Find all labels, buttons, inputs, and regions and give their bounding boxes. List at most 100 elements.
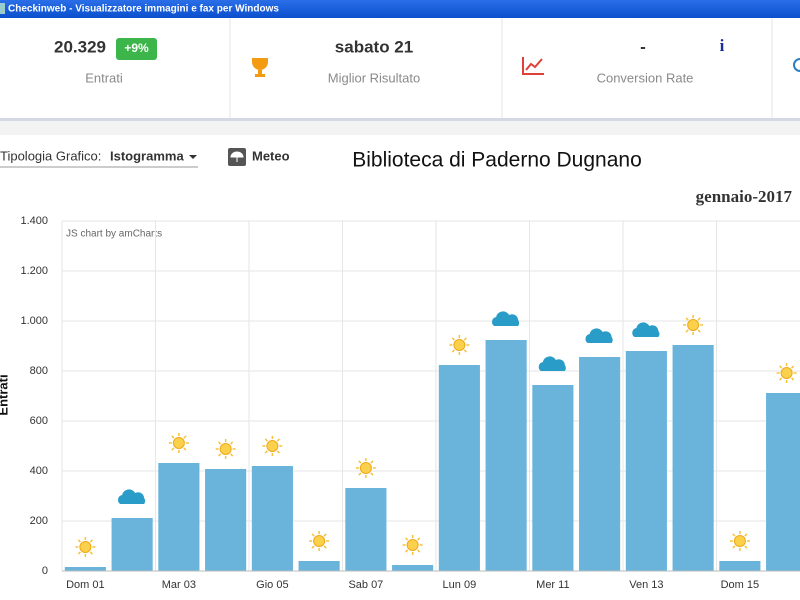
sun-core: [359, 462, 372, 474]
sun-ray: [276, 438, 280, 442]
bar: [298, 561, 340, 571]
toolbar-label: Tipologia Grafico:: [0, 148, 101, 163]
stat-value: 20.329: [54, 37, 106, 56]
bar: [672, 345, 714, 571]
sun-ray: [218, 453, 222, 457]
chart-subtitle: gennaio-2017: [696, 187, 793, 206]
sun-ray: [183, 447, 187, 451]
sun-ray: [77, 539, 81, 543]
sun-icon: [402, 535, 423, 555]
sun-ray: [171, 435, 175, 439]
stats-panel: [0, 18, 800, 118]
y-tick-label: 600: [30, 415, 48, 427]
x-tick-label: Lun 09: [443, 579, 477, 591]
bar: [485, 340, 527, 571]
sun-ray: [89, 551, 93, 555]
sun-ray: [451, 337, 455, 341]
bar: [205, 469, 247, 571]
sun-ray: [779, 365, 783, 369]
sun-ray: [323, 545, 327, 549]
band: [0, 121, 800, 135]
sun-ray: [697, 329, 701, 333]
y-tick-label: 0: [42, 565, 48, 577]
sun-ray: [685, 329, 689, 333]
sun-icon: [683, 315, 704, 335]
sun-ray: [358, 472, 362, 476]
y-tick-label: 1.400: [20, 215, 48, 227]
y-tick-label: 200: [30, 515, 48, 527]
sun-icon: [215, 439, 236, 459]
sun-icon: [355, 458, 376, 478]
bar: [392, 565, 434, 571]
stat-value: sabato 21: [335, 37, 413, 56]
sun-icon: [309, 531, 330, 551]
bar: [625, 351, 667, 571]
chart-title: Biblioteca di Paderno Dugnano: [352, 149, 642, 172]
x-tick-label: Gio 05: [256, 579, 288, 591]
umbrella: [230, 151, 244, 162]
cloud-icon: [118, 489, 146, 504]
sun-ray: [732, 533, 736, 537]
bar: [158, 463, 200, 571]
sun-icon: [168, 433, 189, 453]
stat-badge-text: +9%: [124, 41, 149, 55]
sun-ray: [405, 537, 409, 541]
y-tick-label: 400: [30, 465, 48, 477]
sun-ray: [230, 441, 234, 445]
cloud-icon: [632, 322, 660, 337]
bar: [345, 488, 387, 571]
cloud-icon: [538, 356, 566, 371]
sun-icon: [75, 537, 96, 557]
x-tick-label: Dom 01: [66, 579, 105, 591]
sun-ray: [463, 349, 467, 353]
sun-core: [219, 443, 232, 455]
sun-ray: [417, 549, 421, 553]
stat-label: Miglior Risultato: [328, 70, 420, 85]
sun-ray: [183, 435, 187, 439]
sun-ray: [370, 460, 374, 464]
bar: [111, 518, 153, 571]
sun-core: [266, 440, 279, 452]
sun-icon: [449, 335, 470, 355]
x-tick-label: Mar 03: [162, 579, 196, 591]
sun-core: [172, 437, 185, 449]
sun-icon: [776, 363, 797, 383]
sun-ray: [732, 545, 736, 549]
y-tick-label: 1.200: [20, 265, 48, 277]
x-tick-label: Sab 07: [348, 579, 383, 591]
sun-ray: [463, 337, 467, 341]
y-axis-label: Entrati: [0, 374, 10, 415]
bar: [64, 567, 106, 571]
app-icon: [0, 3, 5, 14]
bar: [532, 385, 574, 571]
sun-ray: [744, 545, 748, 549]
sun-ray: [417, 537, 421, 541]
sun-ray: [171, 447, 175, 451]
stat-badge: [116, 38, 157, 60]
x-tick-label: Dom 15: [721, 579, 760, 591]
sun-core: [79, 541, 92, 553]
sun-icon: [729, 531, 750, 551]
plot: 0 200 400 600 800 1.000 1.200 1.400 Dom 01 Mar 03…: [20, 215, 800, 591]
meteo-button[interactable]: Meteo: [252, 148, 290, 163]
chart-credit: JS chart by amCharts: [66, 229, 162, 240]
bar: [438, 365, 480, 571]
bar: [766, 393, 800, 571]
caret: [189, 155, 197, 159]
bar: [251, 466, 293, 571]
sun-core: [780, 367, 793, 379]
info-icon[interactable]: i: [720, 36, 725, 55]
window-title: Checkinweb - Visualizzatore immagini e f…: [8, 4, 279, 15]
cloud-icon: [585, 328, 613, 343]
bar: [579, 357, 621, 571]
trophy-icon: [252, 58, 268, 77]
sun-ray: [744, 533, 748, 537]
sun-ray: [311, 533, 315, 537]
stat-label: Entrati: [85, 70, 123, 85]
y-tick-label: 1.000: [20, 315, 48, 327]
chart-type-select[interactable]: Istogramma: [110, 148, 184, 163]
y-tick-label: 800: [30, 365, 48, 377]
sun-ray: [370, 472, 374, 476]
